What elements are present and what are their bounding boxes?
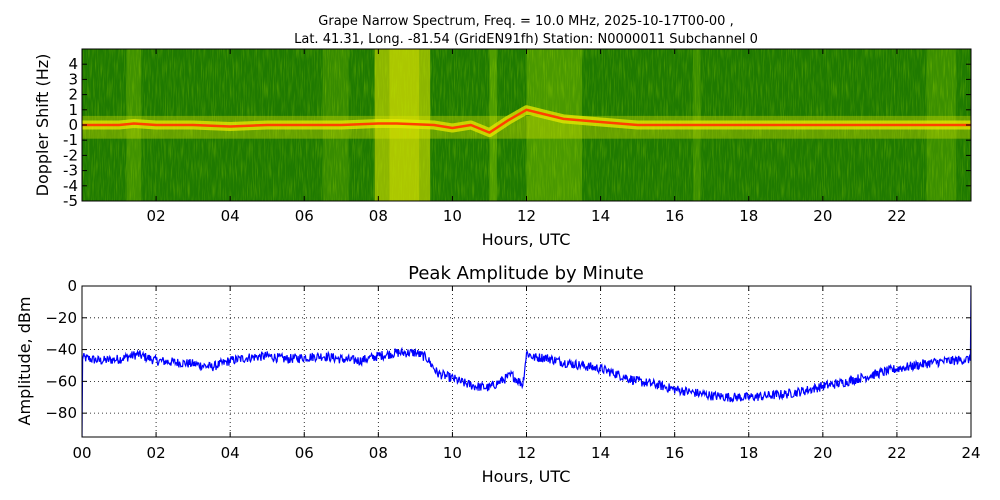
spectrogram-x-tick-label: 04 (221, 207, 240, 225)
amplitude-x-tick-label: 10 (443, 444, 462, 462)
amplitude-y-ticks: 0 −20 −40 −60 −80 (45, 277, 971, 422)
spectrogram-x-tick-label: 14 (591, 207, 610, 225)
spectrogram-y-tick-label: 4 (68, 55, 78, 73)
amplitude-y-tick-label: −80 (45, 404, 77, 422)
amplitude-x-tick-label: 04 (221, 444, 240, 462)
spectrogram-y-tick-label: 3 (68, 70, 78, 88)
spectrogram-y-tick-label: 2 (68, 86, 78, 104)
spectrogram-x-axis-label: Hours, UTC (482, 230, 571, 249)
amplitude-series-line (82, 286, 971, 437)
spectrogram-x-tick-label: 12 (517, 207, 536, 225)
amplitude-x-axis-label: Hours, UTC (482, 467, 571, 486)
spectrogram-x-tick-label: 10 (443, 207, 462, 225)
amplitude-y-tick-label: 0 (67, 277, 77, 295)
amplitude-y-tick-label: −20 (45, 309, 77, 327)
amplitude-x-tick-label: 00 (72, 444, 91, 462)
amplitude-x-tick-label: 02 (147, 444, 166, 462)
figure-title-line1: Grape Narrow Spectrum, Freq. = 10.0 MHz,… (318, 14, 733, 29)
amplitude-y-tick-label: −40 (45, 341, 77, 359)
amplitude-x-tick-label: 20 (813, 444, 832, 462)
spectrogram-carrier-trace (82, 108, 971, 134)
spectrogram-x-tick-label: 02 (147, 207, 166, 225)
amplitude-x-tick-label: 16 (665, 444, 684, 462)
amplitude-x-tick-label: 08 (369, 444, 388, 462)
amplitude-x-ticks: 00 02 04 06 08 10 12 14 16 18 20 22 24 (72, 286, 981, 462)
spectrogram-x-ticks: 02 04 06 08 10 12 14 16 18 20 22 (147, 49, 906, 225)
spectrogram-y-tick-label: -5 (63, 192, 78, 210)
amplitude-x-tick-label: 24 (961, 444, 980, 462)
spectrogram-x-tick-label: 20 (813, 207, 832, 225)
spectrogram-y-axis-label: Doppler Shift (Hz) (33, 54, 52, 197)
spectrogram-x-tick-label: 06 (295, 207, 314, 225)
amplitude-panel: 00 02 04 06 08 10 12 14 16 18 20 22 24 0 −20 −40 −60 −80… (15, 263, 981, 486)
amplitude-x-tick-label: 06 (295, 444, 314, 462)
spectrogram-y-tick-label: -1 (63, 131, 78, 149)
amplitude-x-tick-label: 22 (887, 444, 906, 462)
spectrogram-y-tick-label: 1 (68, 101, 78, 119)
spectrogram-x-tick-label: 22 (887, 207, 906, 225)
amplitude-grid (82, 286, 971, 437)
amplitude-x-tick-label: 14 (591, 444, 610, 462)
spectrogram-y-tick-label: -4 (63, 177, 78, 195)
amplitude-title: Peak Amplitude by Minute (408, 263, 644, 284)
spectrogram-x-tick-label: 08 (369, 207, 388, 225)
amplitude-y-axis-label: Amplitude, dBm (15, 297, 34, 426)
amplitude-x-tick-label: 12 (517, 444, 536, 462)
figure-title-line2: Lat. 41.31, Long. -81.54 (GridEN91fh) St… (294, 32, 758, 47)
spectrogram-y-tick-label: 0 (68, 116, 78, 134)
amplitude-y-tick-label: −60 (45, 372, 77, 390)
spectrogram-x-tick-label: 18 (739, 207, 758, 225)
spectrogram-y-tick-label: -2 (63, 146, 78, 164)
spectrogram-x-tick-label: 16 (665, 207, 684, 225)
amplitude-x-tick-label: 18 (739, 444, 758, 462)
spectrogram-y-tick-label: -3 (63, 162, 78, 180)
